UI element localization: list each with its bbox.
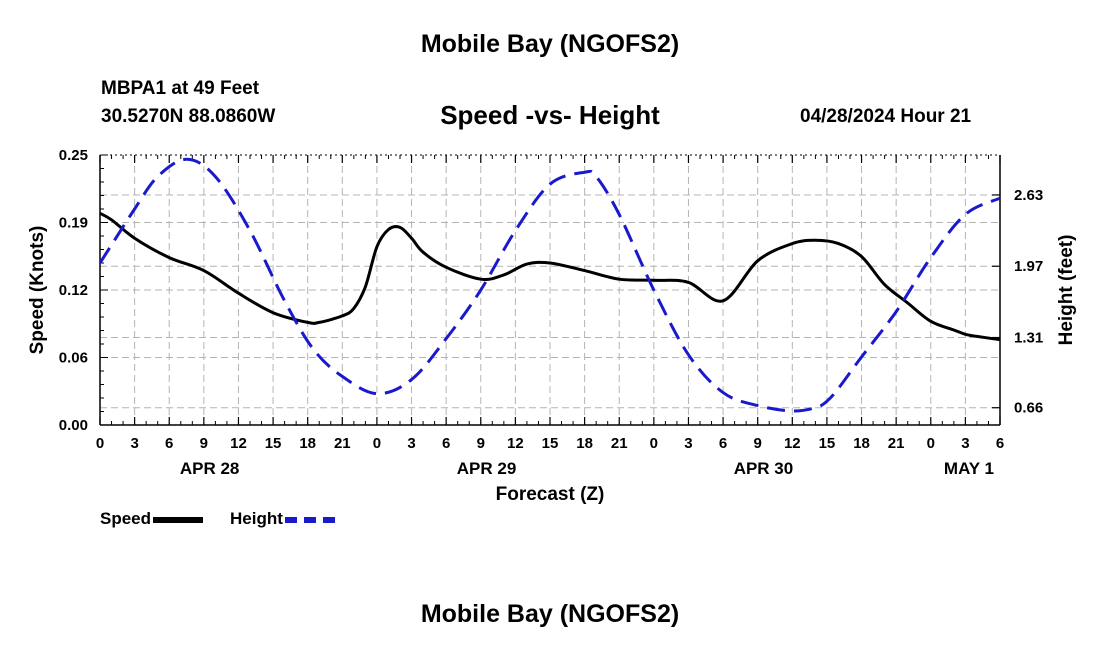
- x-tick-label: 6: [719, 435, 727, 452]
- legend-height-label: Height: [230, 509, 283, 528]
- x-tick-label: 9: [754, 435, 762, 452]
- legend-height: Height: [230, 509, 335, 529]
- x-tick-label: 15: [542, 435, 559, 452]
- speed-height-chart: 0 3 6 9 12 15 18 21 0 3 6 9 12 15 18 21 0 3 6 9 12 15 18 21 0 3 6 0…: [27, 147, 1077, 505]
- x-tick-label: 12: [230, 435, 247, 452]
- x-tick-label: 0: [650, 435, 658, 452]
- station-label: MBPA1 at 49 Feet: [101, 78, 260, 99]
- station-coordinates: 30.5270N 88.0860W: [101, 106, 276, 127]
- y-tick-label: 0.00: [59, 417, 88, 434]
- legend-speed-swatch: [153, 516, 204, 523]
- x-tick-label: 3: [407, 435, 415, 452]
- x-tick-label: 18: [853, 435, 870, 452]
- date-label: APR 29: [457, 459, 517, 478]
- height-series-line: [98, 157, 1001, 413]
- x-tick-label: 9: [200, 435, 208, 452]
- y2-axis-title: Height (feet): [1056, 235, 1077, 346]
- x-tick-label: 6: [442, 435, 450, 452]
- x-tick-label: 3: [684, 435, 692, 452]
- x-tick-label: 18: [299, 435, 316, 452]
- x-tick-label: 0: [373, 435, 381, 452]
- y-tick-label: 0.19: [59, 215, 88, 232]
- date-label: MAY 1: [944, 459, 994, 478]
- footer-title: Mobile Bay (NGOFS2): [420, 600, 680, 628]
- x-tick-label: 15: [265, 435, 282, 452]
- x-tick-label: 12: [784, 435, 801, 452]
- y-tick-label: 0.12: [59, 282, 88, 299]
- x-tick-label: 3: [961, 435, 969, 452]
- x-tick-label: 21: [334, 435, 351, 452]
- y2-tick-label: 0.66: [1014, 400, 1043, 417]
- x-tick-label: 15: [819, 435, 836, 452]
- date-label: APR 28: [180, 459, 240, 478]
- legend-height-swatch: [284, 516, 335, 523]
- x-tick-label: 18: [576, 435, 593, 452]
- x-tick-label: 6: [165, 435, 173, 452]
- y2-tick-label: 2.63: [1014, 187, 1043, 204]
- legend-speed: Speed: [100, 509, 204, 529]
- x-tick-label: 0: [927, 435, 935, 452]
- x-axis-title: Forecast (Z): [496, 484, 605, 505]
- x-tick-label: 6: [996, 435, 1004, 452]
- x-tick-label: 9: [477, 435, 485, 452]
- x-tick-label: 12: [507, 435, 524, 452]
- chart-subtitle: Speed -vs- Height: [440, 100, 660, 130]
- chart-title: Mobile Bay (NGOFS2): [420, 30, 680, 58]
- y2-tick-label: 1.31: [1014, 330, 1043, 347]
- x-tick-label: 21: [611, 435, 628, 452]
- y2-tick-label: 1.97: [1014, 258, 1043, 275]
- y-axis-title: Speed (Knots): [27, 226, 48, 355]
- x-tick-label: 3: [130, 435, 138, 452]
- date-label: APR 30: [734, 459, 794, 478]
- x-tick-label: 21: [888, 435, 905, 452]
- speed-series-line: [99, 211, 1001, 342]
- y-tick-label: 0.06: [59, 350, 88, 367]
- y-tick-label: 0.25: [59, 147, 88, 164]
- x-tick-label: 0: [96, 435, 104, 452]
- legend-speed-label: Speed: [100, 509, 152, 528]
- forecast-timestamp: 04/28/2024 Hour 21: [800, 106, 972, 127]
